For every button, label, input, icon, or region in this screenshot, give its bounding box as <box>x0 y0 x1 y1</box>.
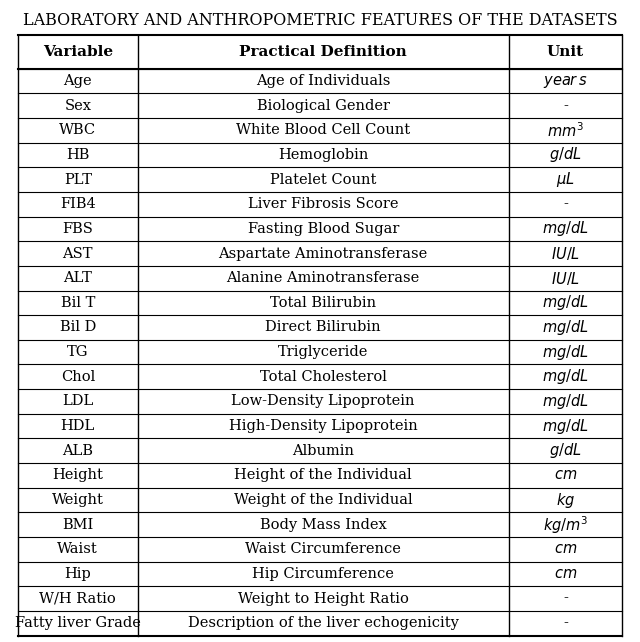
Text: Height of the Individual: Height of the Individual <box>234 469 412 482</box>
Text: Sex: Sex <box>64 99 92 112</box>
Text: $\mathit{kg/m}^3$: $\mathit{kg/m}^3$ <box>543 514 588 535</box>
Text: Fatty liver Grade: Fatty liver Grade <box>15 616 141 630</box>
Text: $\mathit{IU/L}$: $\mathit{IU/L}$ <box>551 245 580 262</box>
Text: Bil D: Bil D <box>60 320 96 334</box>
Text: $\mathit{mg/dL}$: $\mathit{mg/dL}$ <box>542 343 589 361</box>
Text: Unit: Unit <box>547 45 584 59</box>
Text: -: - <box>563 616 568 630</box>
Text: Bil T: Bil T <box>61 296 95 310</box>
Text: AST: AST <box>63 247 93 261</box>
Text: WBC: WBC <box>59 123 97 137</box>
Text: Description of the liver echogenicity: Description of the liver echogenicity <box>188 616 459 630</box>
Text: Hip: Hip <box>65 567 91 581</box>
Text: Height: Height <box>52 469 103 482</box>
Text: HB: HB <box>66 148 90 162</box>
Text: Variable: Variable <box>43 45 113 59</box>
Text: $\mathit{cm}$: $\mathit{cm}$ <box>554 542 577 557</box>
Text: $\mathit{kg}$: $\mathit{kg}$ <box>556 490 575 510</box>
Text: Waist: Waist <box>58 542 98 557</box>
Text: Total Bilirubin: Total Bilirubin <box>270 296 376 310</box>
Text: -: - <box>563 99 568 112</box>
Text: $\mathit{IU/L}$: $\mathit{IU/L}$ <box>551 270 580 287</box>
Text: Chol: Chol <box>61 370 95 384</box>
Text: HDL: HDL <box>61 419 95 433</box>
Text: Practical Definition: Practical Definition <box>239 45 407 59</box>
Text: $\mathit{mg/dL}$: $\mathit{mg/dL}$ <box>542 220 589 238</box>
Text: LABORATORY AND ANTHROPOMETRIC FEATURES OF THE DATASETS: LABORATORY AND ANTHROPOMETRIC FEATURES O… <box>22 12 618 28</box>
Text: W/H Ratio: W/H Ratio <box>40 592 116 605</box>
Text: Waist Circumference: Waist Circumference <box>245 542 401 557</box>
Text: $\mathit{mg/dL}$: $\mathit{mg/dL}$ <box>542 367 589 386</box>
Text: -: - <box>563 592 568 605</box>
Text: Triglyceride: Triglyceride <box>278 345 369 359</box>
Text: Age of Individuals: Age of Individuals <box>256 74 390 88</box>
Text: ALT: ALT <box>63 271 92 285</box>
Text: Liver Fibrosis Score: Liver Fibrosis Score <box>248 197 399 211</box>
Text: Albumin: Albumin <box>292 444 354 458</box>
Text: BMI: BMI <box>62 517 93 532</box>
Text: Total Cholesterol: Total Cholesterol <box>260 370 387 384</box>
Text: Aspartate Aminotransferase: Aspartate Aminotransferase <box>219 247 428 261</box>
Text: $\mathit{year\,s}$: $\mathit{year\,s}$ <box>543 73 588 89</box>
Text: Age: Age <box>63 74 92 88</box>
Text: $\mathit{mg/dL}$: $\mathit{mg/dL}$ <box>542 318 589 337</box>
Text: Body Mass Index: Body Mass Index <box>260 517 387 532</box>
Text: ALB: ALB <box>62 444 93 458</box>
Text: $\mathit{g/dL}$: $\mathit{g/dL}$ <box>549 441 582 460</box>
Text: Alanine Aminotransferase: Alanine Aminotransferase <box>227 271 420 285</box>
Text: $\mathit{mg/dL}$: $\mathit{mg/dL}$ <box>542 293 589 313</box>
Text: FIB4: FIB4 <box>60 197 95 211</box>
Text: Direct Bilirubin: Direct Bilirubin <box>266 320 381 334</box>
Text: $\mathit{g/dL}$: $\mathit{g/dL}$ <box>549 146 582 164</box>
Text: -: - <box>563 197 568 211</box>
Text: TG: TG <box>67 345 88 359</box>
Text: $\mathit{cm}$: $\mathit{cm}$ <box>554 469 577 482</box>
Text: LDL: LDL <box>62 394 93 408</box>
Text: Hip Circumference: Hip Circumference <box>252 567 394 581</box>
Text: $\mathit{cm}$: $\mathit{cm}$ <box>554 567 577 581</box>
Text: Low-Density Lipoprotein: Low-Density Lipoprotein <box>232 394 415 408</box>
Text: $\mathit{mm}^3$: $\mathit{mm}^3$ <box>547 121 584 140</box>
Text: Hemoglobin: Hemoglobin <box>278 148 369 162</box>
Text: Fasting Blood Sugar: Fasting Blood Sugar <box>248 222 399 236</box>
Text: FBS: FBS <box>62 222 93 236</box>
Text: Platelet Count: Platelet Count <box>270 173 376 187</box>
Text: $\mathit{\mu L}$: $\mathit{\mu L}$ <box>556 170 575 189</box>
Text: Biological Gender: Biological Gender <box>257 99 390 112</box>
Text: PLT: PLT <box>64 173 92 187</box>
Text: Weight to Height Ratio: Weight to Height Ratio <box>238 592 408 605</box>
Text: Weight of the Individual: Weight of the Individual <box>234 493 413 507</box>
Text: $\mathit{mg/dL}$: $\mathit{mg/dL}$ <box>542 417 589 435</box>
Text: Weight: Weight <box>52 493 104 507</box>
Text: $\mathit{mg/dL}$: $\mathit{mg/dL}$ <box>542 392 589 411</box>
Text: High-Density Lipoprotein: High-Density Lipoprotein <box>229 419 417 433</box>
Text: White Blood Cell Count: White Blood Cell Count <box>236 123 410 137</box>
